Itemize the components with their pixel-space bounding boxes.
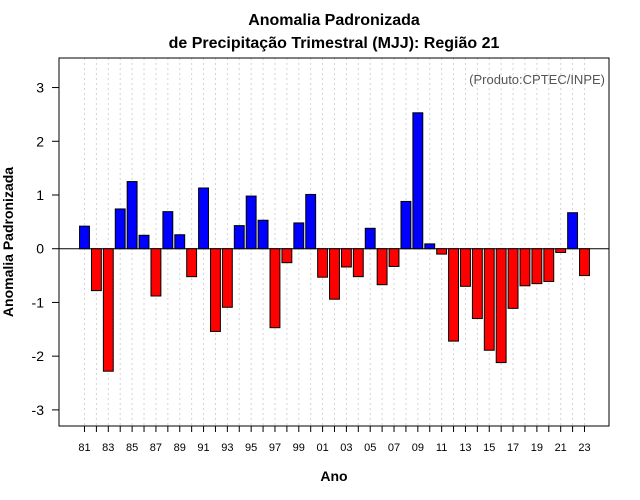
x-axis: 81 83 85 87 89 91 93 95 97 99 01 03 05 07 09 11 13 15 17 19… [78,426,591,454]
bar-1996 [257,219,269,250]
bar-1993 [221,248,233,308]
bars [79,112,590,372]
x-tick-label: 09 [412,442,424,454]
x-tick-label: 81 [78,442,90,454]
bar-1992 [210,248,221,332]
bar-2016 [495,248,507,364]
bar-1984 [114,208,126,250]
x-tick-label: 85 [126,442,138,454]
bar-2020 [543,248,555,282]
x-tick-label: 01 [316,442,328,454]
bar-2014 [471,248,483,320]
x-tick-label: 87 [150,442,162,454]
x-tick-label: 91 [197,442,209,454]
bar-1983 [102,248,114,372]
bar-1990 [186,248,198,278]
x-tick-label: 11 [436,442,447,454]
x-tick-label: 17 [507,442,519,454]
bar-1985 [126,181,138,250]
bar-2003 [340,248,352,268]
y-tick-label: -3 [32,402,45,418]
bar-2006 [376,248,388,286]
bar-1988 [162,211,174,250]
bar-2001 [317,248,329,278]
x-tick-label: 23 [578,442,590,454]
x-tick-label: 95 [245,442,257,454]
y-tick-label: -2 [32,348,45,364]
y-tick-label: 2 [36,133,44,149]
bar-2023 [579,248,590,277]
bar-1987 [150,248,162,297]
y-tick-label: 1 [36,187,44,203]
x-tick-label: 97 [269,442,281,454]
bar-2008 [400,200,412,250]
x-tick-label: 03 [340,442,352,454]
bar-2009 [412,112,424,250]
bar-1981 [79,225,90,250]
bar-2010 [424,243,436,250]
bar-2015 [483,248,495,351]
bar-1998 [281,248,293,264]
y-axis-label: Anomalia Padronizada [0,167,16,317]
x-tick-label: 19 [531,442,543,454]
bar-2017 [507,248,519,309]
bar-2004 [352,248,364,278]
bar-1994 [233,225,245,250]
bar-1986 [138,234,150,250]
vertical-gridlines [84,58,585,426]
bar-2012 [448,248,459,342]
x-tick-label: 93 [221,442,233,454]
y-tick-label: -1 [32,294,45,310]
bar-1999 [293,222,305,250]
bar-1989 [174,234,186,250]
chart-title-line1: Anomalia Padronizada [248,12,420,29]
bar-2005 [364,227,376,250]
bar-2022 [567,212,579,250]
credit-label: (Produto:CPTEC/INPE) [469,72,605,87]
bar-2002 [329,248,340,300]
y-tick-label: 3 [36,80,44,96]
x-tick-label: 05 [364,442,376,454]
x-tick-label: 13 [459,442,471,454]
bar-2011 [436,248,448,255]
bar-2013 [460,248,471,287]
y-axis: -3 -2 -1 0 1 2 3 [32,80,59,418]
x-tick-label: 83 [102,442,114,454]
y-tick-label: 0 [36,241,44,257]
bar-2019 [531,248,543,285]
x-tick-label: 99 [293,442,305,454]
x-axis-label: Ano [320,468,347,484]
bar-1995 [245,195,257,250]
bar-1982 [90,248,102,292]
x-tick-label: 07 [388,442,400,454]
bar-2018 [519,248,531,287]
bar-1997 [269,248,281,329]
x-tick-label: 15 [483,442,495,454]
x-tick-label: 89 [174,442,186,454]
x-tick-label: 21 [555,442,567,454]
bar-2007 [388,248,400,267]
bar-2021 [555,248,567,253]
chart-title-line2: de Precipitação Trimestral (MJJ): Região… [169,35,500,52]
bar-2000 [305,193,317,250]
bar-1991 [198,187,209,250]
